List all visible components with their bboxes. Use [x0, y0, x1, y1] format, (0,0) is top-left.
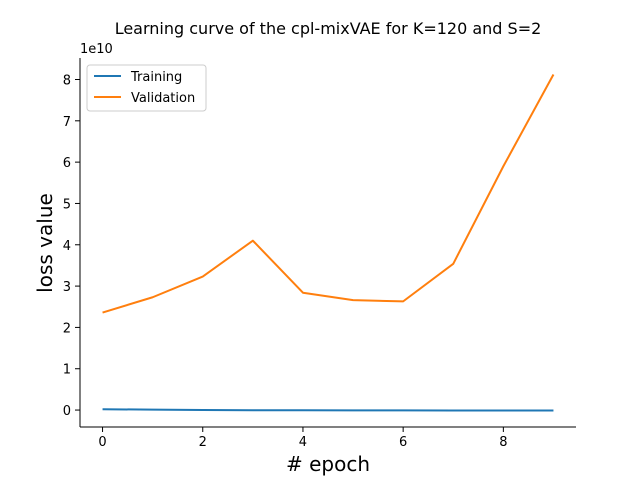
series-lines — [102, 74, 555, 412]
y-tick-label: 3 — [63, 280, 71, 295]
series-line-training — [102, 408, 554, 412]
legend-label-validation: Validation — [131, 91, 195, 106]
y-scale-label: 1e10 — [80, 42, 113, 57]
x-axis-title: # epoch — [286, 452, 370, 476]
chart-title: Learning curve of the cpl-mixVAE for K=1… — [115, 19, 542, 38]
x-tick-label: 8 — [499, 435, 507, 450]
y-tick-label: 0 — [63, 404, 71, 419]
legend: Training Validation — [86, 64, 207, 112]
y-tick-label: 2 — [63, 321, 71, 336]
legend-label-training: Training — [130, 70, 182, 85]
y-ticks: 0 1 2 3 4 5 6 7 8 — [63, 73, 80, 419]
y-tick-label: 8 — [63, 73, 71, 88]
x-tick-label: 6 — [399, 435, 407, 450]
x-tick-label: 2 — [199, 435, 207, 450]
x-ticks: 0 2 4 6 8 — [98, 427, 507, 450]
y-tick-label: 5 — [63, 197, 71, 212]
y-tick-label: 6 — [63, 156, 71, 171]
plot-area: 0 2 4 6 8 0 1 2 3 4 5 6 7 8 — [63, 58, 576, 450]
y-tick-label: 1 — [63, 363, 71, 378]
y-tick-label: 4 — [63, 239, 71, 254]
y-tick-label: 7 — [63, 115, 71, 130]
series-line-validation — [102, 74, 555, 314]
x-tick-label: 0 — [98, 435, 106, 450]
y-axis-title: loss value — [33, 193, 57, 293]
x-tick-label: 4 — [299, 435, 307, 450]
